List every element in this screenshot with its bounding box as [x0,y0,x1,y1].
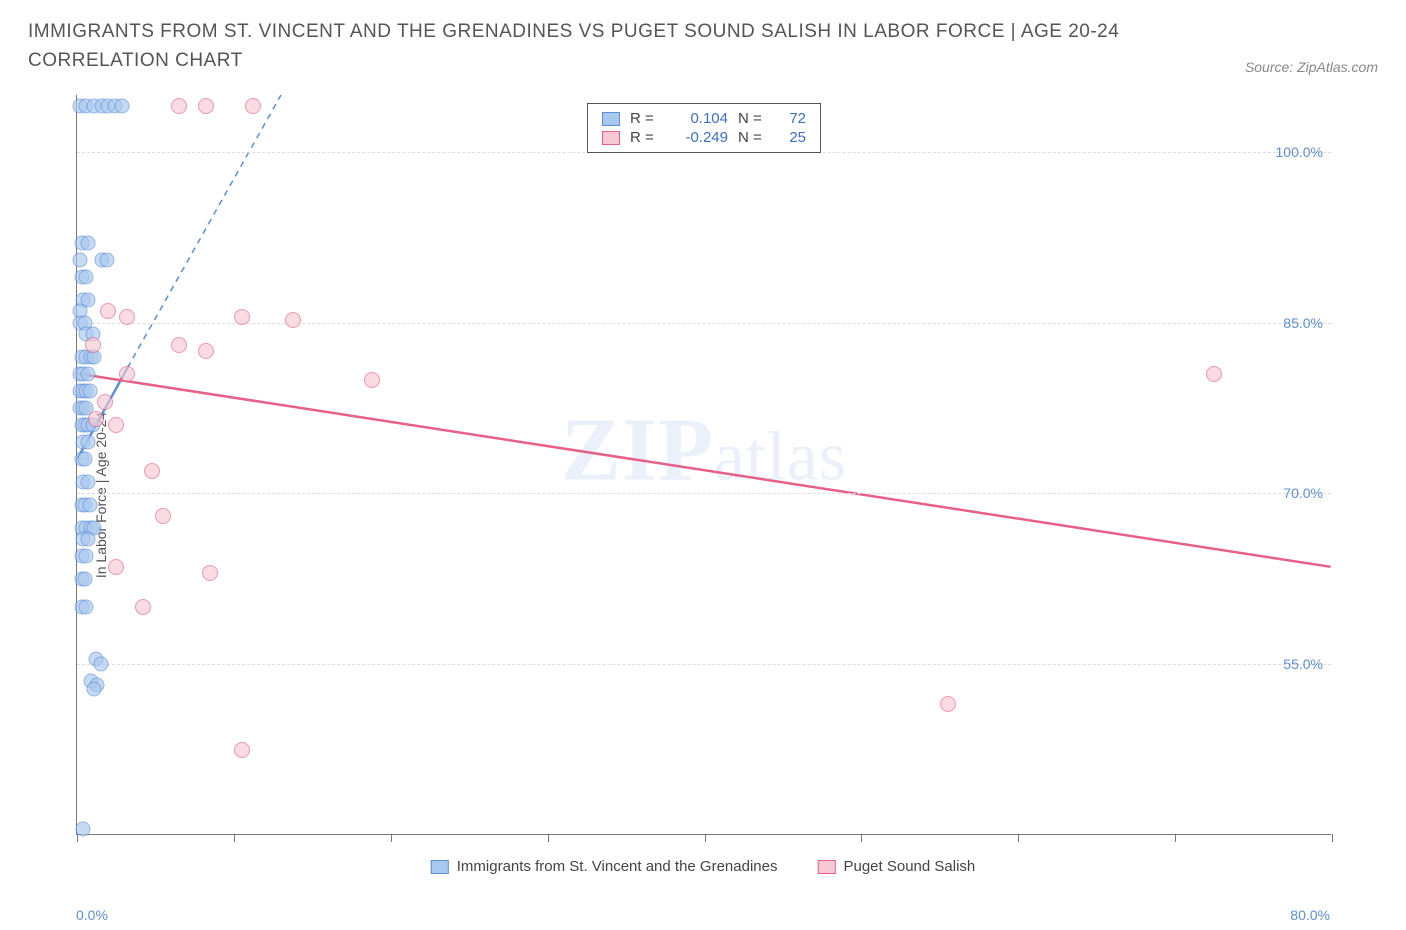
data-point [364,372,380,388]
data-point [198,98,214,114]
data-point [119,309,135,325]
data-point [1206,366,1222,382]
data-point [77,452,92,467]
x-tick [548,834,549,842]
data-point [198,343,214,359]
data-point [93,657,108,672]
data-point [76,822,91,837]
data-point [119,366,135,382]
legend-swatch [817,860,835,874]
header: IMMIGRANTS FROM ST. VINCENT AND THE GREN… [28,18,1378,75]
legend-label: Immigrants from St. Vincent and the Gren… [457,858,778,875]
data-point [155,508,171,524]
data-point [80,532,95,547]
data-point [108,417,124,433]
legend-label: Puget Sound Salish [843,858,975,875]
data-point [80,435,95,450]
x-tick [861,834,862,842]
data-point [245,98,261,114]
legend-stat-row: R =-0.249N =25 [602,129,806,146]
data-point [87,682,102,697]
legend-swatch [431,860,449,874]
data-point [77,571,92,586]
gridline [77,493,1331,494]
y-tick-label: 70.0% [1283,485,1323,501]
data-point [940,696,956,712]
data-point [171,98,187,114]
watermark: ZIPatlas [561,398,847,501]
x-axis-end-label: 80.0% [1290,907,1330,923]
series-legend: Immigrants from St. Vincent and the Gren… [431,858,975,875]
legend-swatch [602,131,620,145]
data-point [234,309,250,325]
x-tick [234,834,235,842]
x-tick [1175,834,1176,842]
data-point [79,549,94,564]
data-point [144,463,160,479]
x-tick [705,834,706,842]
data-point [73,253,88,268]
y-tick-label: 85.0% [1283,315,1323,331]
chart-title: IMMIGRANTS FROM ST. VINCENT AND THE GREN… [28,18,1128,75]
data-point [82,384,97,399]
data-point [79,270,94,285]
legend-item: Puget Sound Salish [817,858,975,875]
chart-container: In Labor Force | Age 20-24 ZIPatlas R =0… [28,95,1378,895]
y-tick-label: 55.0% [1283,656,1323,672]
plot-area: ZIPatlas R =0.104N =72 R =-0.249N =25 55.… [76,95,1331,835]
correlation-legend: R =0.104N =72 R =-0.249N =25 [587,103,821,153]
x-tick [1018,834,1019,842]
data-point [171,337,187,353]
gridline [77,664,1331,665]
x-tick [391,834,392,842]
data-point [135,599,151,615]
data-point [285,312,301,328]
data-point [88,411,104,427]
x-tick [1332,834,1333,842]
data-point [234,742,250,758]
legend-swatch [602,112,620,126]
data-point [115,99,130,114]
y-tick-label: 100.0% [1276,144,1323,160]
data-point [80,366,95,381]
x-axis-start-label: 0.0% [76,907,108,923]
gridline [77,323,1331,324]
data-point [82,497,97,512]
data-point [79,600,94,615]
data-point [108,559,124,575]
legend-stat-row: R =0.104N =72 [602,110,806,127]
legend-item: Immigrants from St. Vincent and the Gren… [431,858,778,875]
data-point [99,253,114,268]
data-point [202,565,218,581]
data-point [100,303,116,319]
data-point [80,236,95,251]
data-point [80,475,95,490]
data-point [97,394,113,410]
trend-lines [77,95,1331,834]
source-label: Source: ZipAtlas.com [1245,59,1378,75]
data-point [85,337,101,353]
